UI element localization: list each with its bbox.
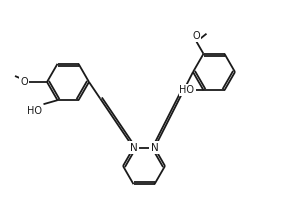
Text: HO: HO	[179, 85, 194, 95]
Text: N: N	[130, 143, 137, 153]
Text: N: N	[151, 143, 158, 153]
Text: O: O	[193, 31, 200, 41]
Text: HO: HO	[27, 106, 43, 116]
Text: O: O	[20, 77, 28, 87]
